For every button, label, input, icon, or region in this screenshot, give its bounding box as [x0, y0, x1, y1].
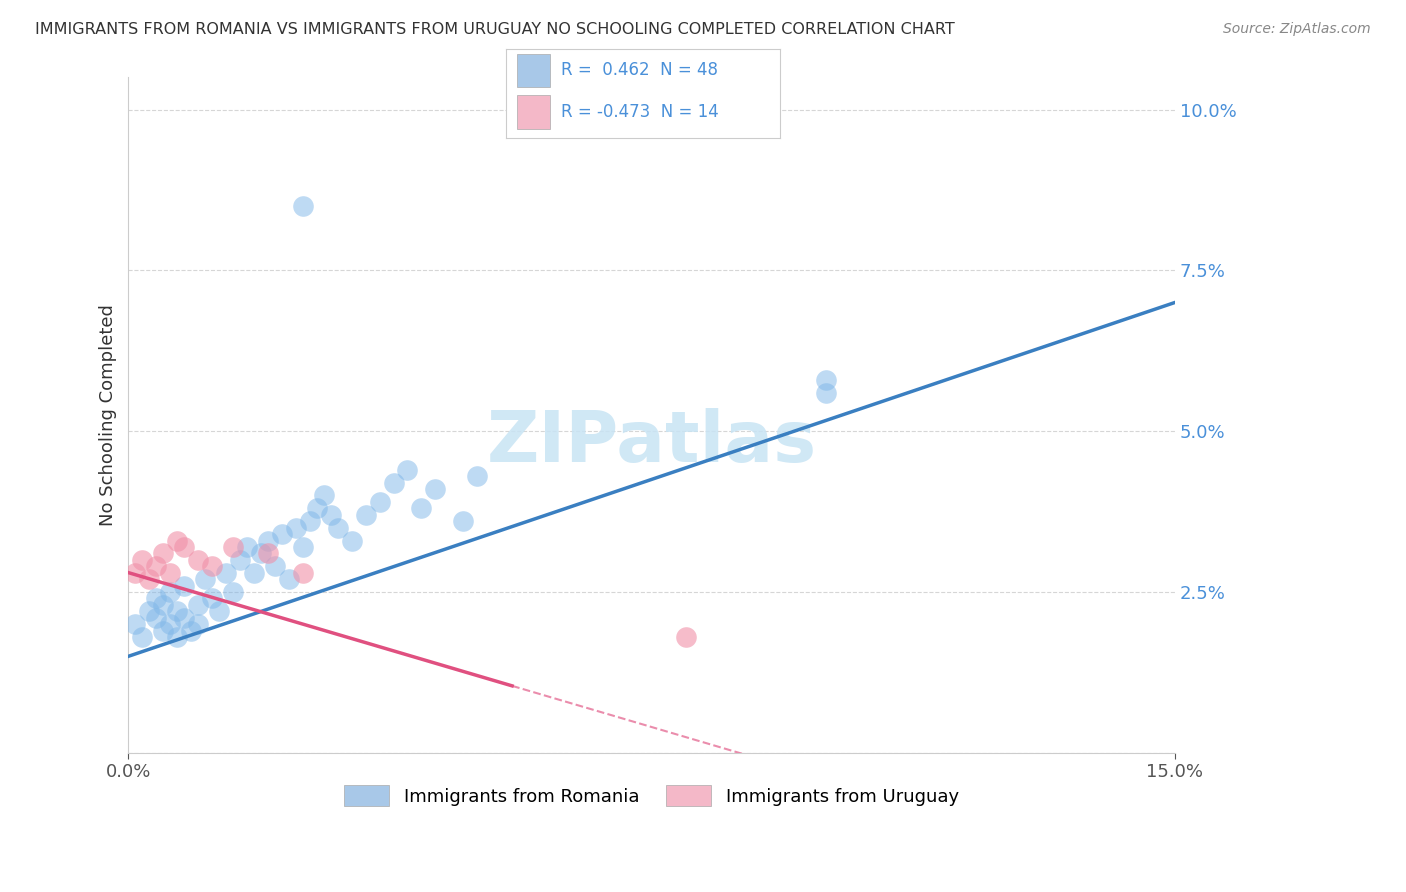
Point — [145, 610, 167, 624]
Text: IMMIGRANTS FROM ROMANIA VS IMMIGRANTS FROM URUGUAY NO SCHOOLING COMPLETED CORREL: IMMIGRANTS FROM ROMANIA VS IMMIGRANTS FR… — [35, 22, 955, 37]
Point — [187, 598, 209, 612]
Point — [236, 540, 259, 554]
Point — [305, 501, 328, 516]
Point — [257, 533, 280, 548]
Point — [201, 591, 224, 606]
Y-axis label: No Schooling Completed: No Schooling Completed — [100, 304, 117, 526]
Point — [138, 604, 160, 618]
Point — [814, 373, 837, 387]
Point — [173, 578, 195, 592]
Point — [131, 553, 153, 567]
Point — [814, 385, 837, 400]
Point — [180, 624, 202, 638]
Point — [340, 533, 363, 548]
Point — [159, 566, 181, 580]
Point — [187, 617, 209, 632]
Legend: Immigrants from Romania, Immigrants from Uruguay: Immigrants from Romania, Immigrants from… — [337, 778, 966, 814]
Point — [291, 540, 314, 554]
Point — [368, 495, 391, 509]
Text: R =  0.462  N = 48: R = 0.462 N = 48 — [561, 62, 718, 79]
Point — [264, 559, 287, 574]
Point — [152, 546, 174, 560]
Point — [411, 501, 433, 516]
Point — [229, 553, 252, 567]
Point — [152, 598, 174, 612]
Point — [201, 559, 224, 574]
Point — [298, 514, 321, 528]
Point — [215, 566, 238, 580]
Text: ZIPatlas: ZIPatlas — [486, 408, 817, 476]
Point — [319, 508, 342, 522]
Point — [291, 566, 314, 580]
Point — [124, 566, 146, 580]
Point — [159, 617, 181, 632]
Point — [173, 540, 195, 554]
Point — [152, 624, 174, 638]
Point — [145, 591, 167, 606]
Point — [465, 469, 488, 483]
Point — [312, 488, 335, 502]
Point — [277, 572, 299, 586]
Point — [243, 566, 266, 580]
Point — [173, 610, 195, 624]
Point — [166, 630, 188, 644]
Point — [187, 553, 209, 567]
Point — [284, 521, 307, 535]
Point — [250, 546, 273, 560]
Point — [675, 630, 697, 644]
Text: R = -0.473  N = 14: R = -0.473 N = 14 — [561, 103, 718, 121]
Point — [131, 630, 153, 644]
Point — [222, 585, 245, 599]
Point — [124, 617, 146, 632]
Point — [354, 508, 377, 522]
Point — [326, 521, 349, 535]
Point — [166, 604, 188, 618]
Point — [382, 475, 405, 490]
Point — [138, 572, 160, 586]
Point — [271, 527, 294, 541]
Bar — [517, 54, 550, 87]
Point — [194, 572, 217, 586]
Point — [159, 585, 181, 599]
Text: Source: ZipAtlas.com: Source: ZipAtlas.com — [1223, 22, 1371, 37]
Point — [257, 546, 280, 560]
Point — [145, 559, 167, 574]
Point — [396, 463, 419, 477]
Point — [222, 540, 245, 554]
Point — [166, 533, 188, 548]
Point — [208, 604, 231, 618]
Point — [451, 514, 474, 528]
Bar — [517, 95, 550, 129]
Point — [425, 482, 447, 496]
Point — [291, 199, 314, 213]
